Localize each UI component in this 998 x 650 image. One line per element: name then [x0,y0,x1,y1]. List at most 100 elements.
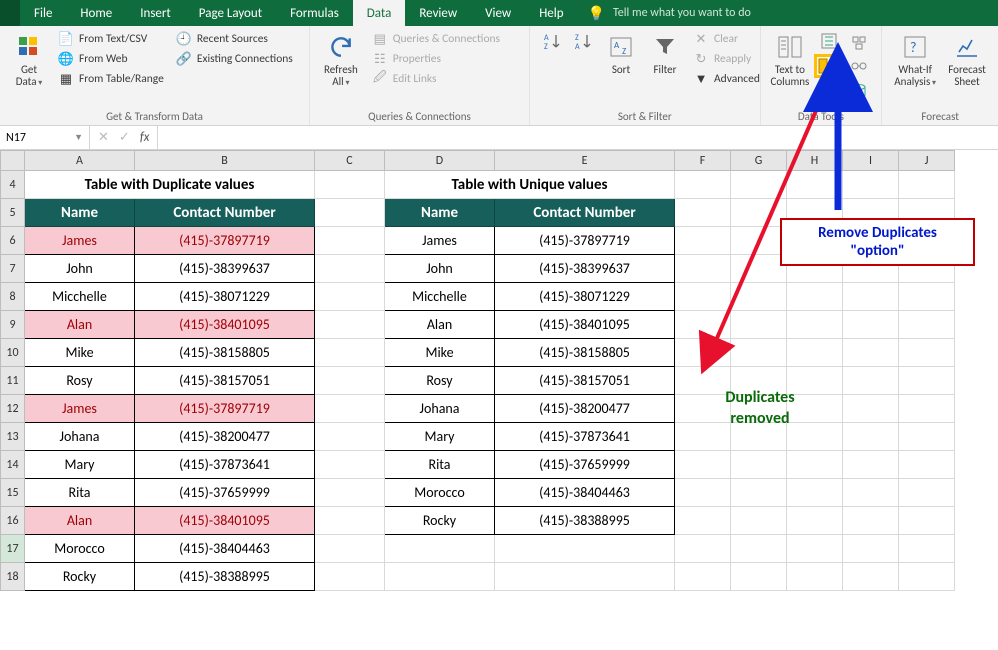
cell[interactable] [787,367,843,395]
cell[interactable]: Contact Number [495,199,675,227]
cell[interactable]: Rocky [25,563,135,591]
from-web-button[interactable]: 🌐From Web [54,50,168,68]
cell[interactable]: (415)-38399637 [135,255,315,283]
sort-za-button[interactable]: ZA [569,30,597,52]
cell[interactable] [899,227,955,255]
cell[interactable] [731,507,787,535]
cell[interactable]: Mike [25,339,135,367]
cell[interactable] [731,311,787,339]
row-header[interactable]: 15 [1,479,25,507]
cell[interactable] [731,339,787,367]
cell[interactable] [675,507,731,535]
cell[interactable] [731,563,787,591]
cell[interactable] [899,283,955,311]
cell[interactable] [315,283,385,311]
row-header[interactable]: 17 [1,535,25,563]
cell[interactable]: (415)-38401095 [135,311,315,339]
cell[interactable] [843,451,899,479]
cell[interactable]: (415)-37897719 [135,395,315,423]
cell[interactable] [843,507,899,535]
col-header-B[interactable]: B [135,151,315,171]
cell[interactable] [675,311,731,339]
cell[interactable] [787,171,843,199]
cell[interactable] [675,479,731,507]
cell[interactable] [315,423,385,451]
row-header[interactable]: 10 [1,339,25,367]
cell[interactable]: (415)-38399637 [495,255,675,283]
relationships-button[interactable] [845,55,873,77]
cell[interactable] [843,283,899,311]
cell[interactable] [843,395,899,423]
cell[interactable] [495,563,675,591]
data-validation-button[interactable] [815,80,843,102]
cell[interactable] [315,479,385,507]
cell[interactable] [495,535,675,563]
cell[interactable]: (415)-38158805 [495,339,675,367]
col-header-H[interactable]: H [787,151,843,171]
cell[interactable] [675,339,731,367]
row-header[interactable]: 8 [1,283,25,311]
cell[interactable] [787,479,843,507]
menu-tab-insert[interactable]: Insert [126,0,185,26]
cell[interactable] [899,311,955,339]
cell[interactable] [731,423,787,451]
cell[interactable] [675,423,731,451]
cell[interactable] [315,255,385,283]
col-header-A[interactable]: A [25,151,135,171]
from-textcsv-button[interactable]: 📄From Text/CSV [54,30,168,48]
row-header[interactable]: 11 [1,367,25,395]
cell[interactable]: James [385,227,495,255]
cell[interactable]: (415)-37897719 [495,227,675,255]
cell[interactable]: Table with Duplicate values [25,171,315,199]
tell-me[interactable]: 💡 Tell me what you want to do [588,0,751,26]
menu-tab-data[interactable]: Data [353,0,406,26]
cell[interactable] [843,423,899,451]
cell[interactable] [385,535,495,563]
cell[interactable] [731,479,787,507]
cell[interactable] [675,451,731,479]
cell[interactable] [315,395,385,423]
cell[interactable] [899,395,955,423]
row-header[interactable]: 12 [1,395,25,423]
row-header[interactable]: 5 [1,199,25,227]
cell[interactable]: (415)-38071229 [135,283,315,311]
cell[interactable]: (415)-38158805 [135,339,315,367]
cell[interactable]: Morocco [25,535,135,563]
cell[interactable] [843,367,899,395]
row-header[interactable]: 9 [1,311,25,339]
cell[interactable] [315,311,385,339]
menu-tab-page-layout[interactable]: Page Layout [185,0,276,26]
cell[interactable] [787,199,843,227]
cell[interactable] [843,535,899,563]
cell[interactable] [731,283,787,311]
data-model-button[interactable] [845,80,873,102]
cell[interactable]: John [25,255,135,283]
cell[interactable] [731,367,787,395]
cell[interactable]: (415)-37659999 [495,451,675,479]
whatif-button[interactable]: ? What-If Analysis [890,30,940,90]
filter-button[interactable]: Filter [645,30,685,78]
cell[interactable]: Alan [25,311,135,339]
cell[interactable] [675,227,731,255]
advanced-button[interactable]: ▼Advanced [689,70,764,88]
cell[interactable]: (415)-37873641 [135,451,315,479]
row-header[interactable]: 16 [1,507,25,535]
menu-tab-home[interactable]: Home [66,0,126,26]
sort-button[interactable]: AZ Sort [601,30,641,78]
remove-duplicates-button[interactable] [815,55,843,77]
row-header[interactable]: 4 [1,171,25,199]
row-header[interactable]: 6 [1,227,25,255]
cell[interactable]: (415)-38157051 [495,367,675,395]
cell[interactable]: Rosy [25,367,135,395]
cell[interactable]: Name [25,199,135,227]
cell[interactable] [787,563,843,591]
cell[interactable]: Alan [25,507,135,535]
row-header[interactable]: 7 [1,255,25,283]
cell[interactable]: (415)-38200477 [135,423,315,451]
cell[interactable] [675,535,731,563]
cell[interactable]: Table with Unique values [385,171,675,199]
name-box[interactable]: N17 ▼ [0,126,90,149]
cell[interactable]: James [25,227,135,255]
cell[interactable] [843,255,899,283]
cell[interactable]: Rita [385,451,495,479]
